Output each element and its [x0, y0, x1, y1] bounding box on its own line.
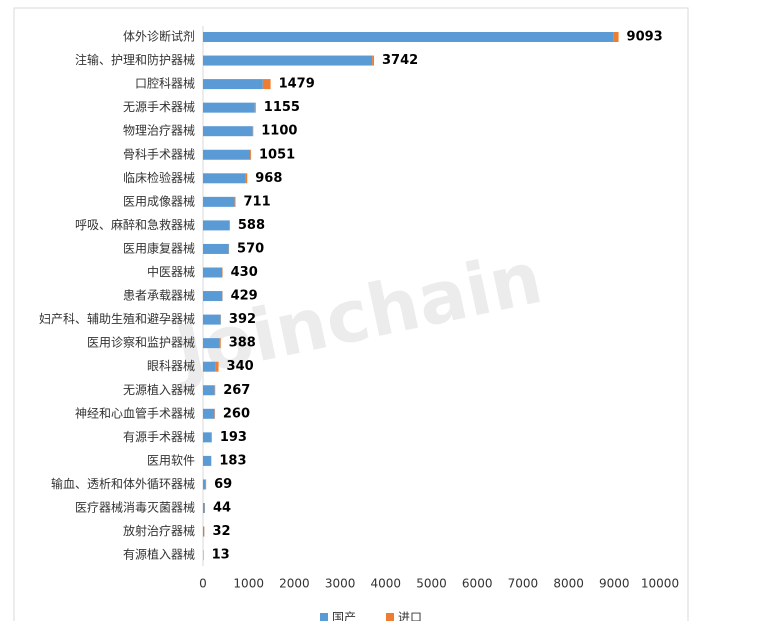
category-label: 眼科器械 [147, 358, 195, 373]
bar-segment [219, 338, 221, 349]
bar-segment [203, 503, 205, 513]
total-label: 44 [213, 501, 231, 516]
bar-segment [203, 291, 223, 302]
total-label: 392 [229, 312, 256, 327]
bar-segment [203, 408, 215, 419]
bar-segment [203, 314, 221, 325]
bar-segment [203, 455, 212, 466]
bar-segment [215, 361, 219, 372]
bar-segment [203, 196, 235, 207]
category-label: 患者承载器械 [123, 288, 195, 303]
total-label: 588 [238, 218, 265, 233]
bar-segment [203, 149, 251, 160]
x-tick-label: 10000 [641, 577, 679, 591]
bar-segment [203, 338, 220, 349]
total-label: 340 [227, 359, 254, 374]
bar-segment [203, 361, 216, 372]
total-label: 1479 [279, 77, 315, 92]
bar-segment [234, 196, 236, 207]
category-label: 神经和心血管手术器械 [75, 405, 195, 420]
category-label: 医用软件 [147, 453, 195, 467]
x-tick-label: 7000 [508, 577, 539, 591]
total-label: 183 [219, 453, 246, 468]
category-label: 口腔科器械 [135, 76, 195, 91]
category-label: 注输、护理和防护器械 [75, 52, 195, 67]
category-label: 输血、透析和体外循环器械 [51, 476, 195, 491]
total-label: 429 [231, 289, 258, 304]
x-tick-label: 4000 [371, 577, 402, 591]
x-tick-label: 2000 [279, 577, 310, 591]
total-label: 388 [229, 336, 256, 351]
legend-swatch [386, 613, 394, 621]
bar-segment [203, 243, 229, 254]
category-label: 临床检验器械 [123, 170, 195, 185]
legend-label: 进口 [398, 611, 422, 621]
total-label: 32 [212, 524, 230, 539]
category-label: 中医器械 [147, 264, 195, 279]
bar-segment [262, 79, 271, 90]
category-label: 无源手术器械 [123, 99, 195, 114]
bar-segment [203, 79, 263, 90]
category-label: 有源手术器械 [123, 429, 195, 444]
total-label: 69 [214, 477, 232, 492]
x-tick-label: 0 [199, 577, 207, 591]
x-tick-label: 9000 [599, 577, 630, 591]
bar-segment [245, 173, 248, 184]
category-label: 骨科手术器械 [123, 146, 195, 161]
bar-segment [203, 432, 212, 443]
bar-segment [203, 385, 215, 396]
category-label: 医疗器械消毒灭菌器械 [75, 500, 195, 515]
total-label: 9093 [627, 30, 663, 45]
legend-label: 国产 [332, 611, 356, 621]
bar-segment [203, 220, 230, 231]
bar-segment [203, 479, 206, 490]
category-label: 体外诊断试剂 [123, 29, 195, 44]
total-label: 3742 [382, 53, 418, 68]
total-label: 711 [243, 194, 270, 209]
category-label: 医用诊察和监护器械 [87, 335, 195, 350]
category-label: 放射治疗器械 [123, 523, 195, 538]
bar-segment [203, 32, 614, 42]
total-label: 968 [255, 171, 282, 186]
x-tick-label: 1000 [233, 577, 264, 591]
total-label: 267 [223, 383, 250, 398]
bar-segment [203, 267, 223, 278]
bar-segment [203, 102, 255, 113]
total-label: 1155 [264, 100, 300, 115]
total-label: 570 [237, 241, 264, 256]
category-label: 物理治疗器械 [123, 123, 195, 138]
total-label: 1100 [261, 124, 297, 139]
bar-segment [613, 32, 619, 42]
category-label: 医用成像器械 [123, 193, 195, 208]
bar-segment [250, 149, 252, 160]
x-tick-label: 5000 [416, 577, 447, 591]
x-tick-label: 6000 [462, 577, 493, 591]
total-label: 193 [220, 430, 247, 445]
bar-segment [254, 102, 256, 113]
chart-frame [13, 7, 689, 621]
bar-segment [203, 526, 205, 537]
bar-segment [372, 55, 375, 66]
x-tick-label: 3000 [325, 577, 356, 591]
category-label: 无源植入器械 [123, 382, 195, 397]
total-label: 13 [212, 548, 230, 563]
bar-segment [203, 126, 253, 137]
bar-segment [203, 55, 373, 66]
total-label: 260 [223, 406, 250, 421]
legend-swatch [320, 613, 328, 621]
category-label: 呼吸、麻醉和急救器械 [75, 217, 195, 232]
total-label: 1051 [259, 147, 295, 162]
x-tick-label: 8000 [553, 577, 584, 591]
category-label: 有源植入器械 [123, 547, 195, 562]
total-label: 430 [231, 265, 258, 280]
category-label: 医用康复器械 [123, 240, 195, 255]
bar-segment [203, 173, 246, 184]
category-label: 妇产科、辅助生殖和避孕器械 [39, 311, 195, 326]
